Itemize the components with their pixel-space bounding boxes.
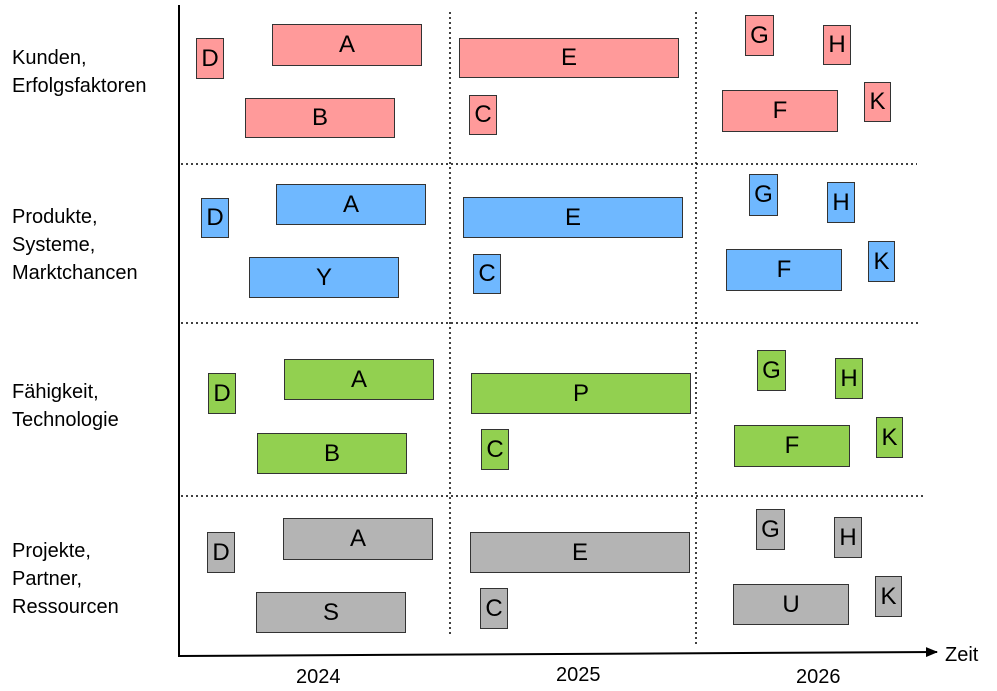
roadmap-item-label: G [761, 515, 780, 543]
lane-label-line: Produkte, [12, 206, 98, 228]
roadmap-item-s: S [256, 592, 406, 633]
roadmap-item-label: F [784, 432, 800, 459]
roadmap-item-label: G [750, 21, 769, 49]
roadmap-item-label: S [322, 598, 339, 626]
roadmap-item-a: A [284, 359, 434, 400]
roadmap-item-label: F [776, 256, 792, 283]
lane-label-kunden: Kunden, Erfolgsfaktoren [12, 44, 147, 100]
roadmap-item-h: H [834, 517, 862, 558]
roadmap-item-h: H [827, 182, 855, 223]
roadmap-item-label: K [873, 247, 890, 275]
roadmap-item-label: D [201, 44, 219, 72]
roadmap-item-label: A [342, 190, 359, 218]
lane-label-produkte: Produkte, Systeme, Marktchancen [12, 203, 138, 287]
roadmap-item-f: F [734, 425, 850, 467]
roadmap-item-g: G [749, 174, 778, 216]
roadmap-item-g: G [757, 350, 786, 391]
roadmap-item-label: Y [315, 263, 332, 291]
roadmap-item-label: H [840, 364, 858, 392]
roadmap-item-c: C [481, 429, 509, 470]
roadmap-item-c: C [469, 95, 497, 135]
lane-label-line: Erfolgsfaktoren [12, 75, 147, 97]
lane-label-line: Projekte, [12, 540, 91, 562]
time-axis-arrow [178, 647, 938, 658]
roadmap-item-b: B [257, 433, 407, 474]
roadmap-item-label: C [474, 101, 492, 128]
roadmap-item-f: F [722, 90, 838, 132]
roadmap-item-label: K [880, 582, 897, 610]
roadmap-item-label: C [485, 594, 503, 622]
roadmap-item-label: H [832, 188, 850, 216]
roadmap-item-label: K [869, 88, 886, 115]
roadmap-item-k: K [868, 241, 895, 282]
roadmap-item-e: E [470, 532, 690, 573]
lane-label-line: Fähigkeit, [12, 381, 99, 403]
roadmap-item-label: H [828, 31, 846, 58]
roadmap-item-b: B [245, 98, 395, 138]
lane-label-line: Kunden, [12, 47, 87, 69]
roadmap-item-label: D [213, 379, 231, 407]
roadmap-item-a: A [276, 184, 426, 225]
roadmap-item-d: D [201, 198, 229, 238]
roadmap-item-p: P [471, 373, 691, 414]
roadmap-item-d: D [208, 373, 236, 414]
year-label-2024: 2024 [296, 666, 341, 688]
roadmap-item-h: H [823, 25, 851, 65]
lane-label-line: Ressourcen [12, 596, 119, 618]
roadmap-item-g: G [756, 509, 785, 550]
lane-label-line: Partner, [12, 568, 83, 590]
lane-label-line: Systeme, [12, 234, 96, 256]
roadmap-item-label: D [206, 204, 224, 231]
year-label-2026: 2026 [796, 666, 841, 688]
roadmap-item-a: A [283, 518, 433, 560]
roadmap-item-e: E [463, 197, 683, 238]
roadmap-item-k: K [864, 82, 891, 122]
roadmap-item-h: H [835, 358, 863, 399]
time-axis-label: Zeit [945, 644, 979, 666]
lane-label-line: Marktchancen [12, 262, 138, 284]
roadmap-item-k: K [875, 576, 902, 617]
roadmap-item-label: E [571, 538, 588, 566]
lane-label-faehigkeit: Fähigkeit, Technologie [12, 378, 119, 434]
roadmap-item-label: E [560, 44, 577, 71]
roadmap-item-e: E [459, 38, 679, 78]
roadmap-item-c: C [480, 588, 508, 629]
year-label-2025: 2025 [556, 664, 601, 686]
roadmap-item-label: A [349, 525, 366, 552]
roadmap-item-label: B [323, 439, 340, 467]
roadmap-item-label: G [754, 181, 773, 208]
roadmap-item-d: D [207, 532, 235, 573]
roadmap-item-k: K [876, 417, 903, 458]
roadmap-item-u: U [733, 584, 849, 625]
roadmap-item-f: F [726, 249, 842, 291]
roadmap-item-label: G [762, 356, 781, 384]
roadmap-item-label: D [212, 538, 230, 566]
roadmap-item-label: H [839, 523, 857, 551]
roadmap-item-label: A [350, 365, 367, 393]
lane-label-projekte: Projekte, Partner, Ressourcen [12, 537, 119, 621]
roadmap-item-label: E [564, 203, 581, 231]
lane-label-line: Technologie [12, 409, 119, 431]
roadmap-item-label: B [311, 104, 328, 131]
roadmap-item-label: K [881, 423, 898, 451]
roadmap-item-label: P [572, 379, 589, 407]
roadmap-item-c: C [473, 254, 501, 294]
roadmap-item-label: F [772, 97, 788, 124]
roadmap-item-a: A [272, 24, 422, 66]
roadmap-item-y: Y [249, 257, 399, 298]
roadmap-item-d: D [196, 38, 224, 79]
roadmap-item-label: U [782, 590, 800, 618]
roadmap-item-label: C [486, 435, 504, 463]
roadmap-item-label: A [338, 31, 355, 58]
roadmap-item-label: C [478, 260, 496, 287]
roadmap-item-g: G [745, 15, 774, 56]
